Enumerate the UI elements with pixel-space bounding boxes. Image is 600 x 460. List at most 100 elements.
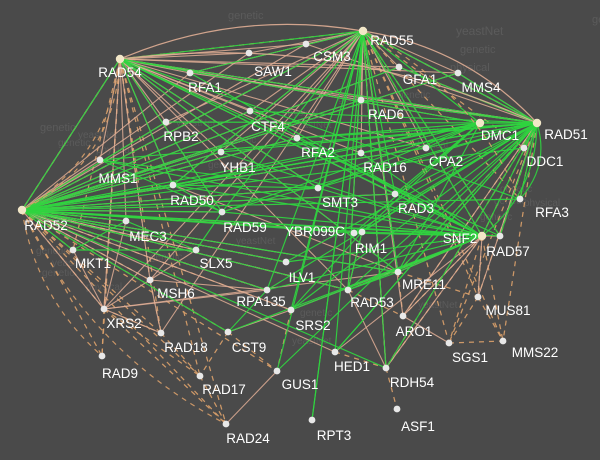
- node-label-rfa3: RFA3: [535, 205, 569, 220]
- network-node-rad51[interactable]: [532, 118, 542, 128]
- node-label-rad6: RAD6: [368, 107, 404, 122]
- network-edge: [21, 209, 74, 251]
- network-edge: [397, 122, 481, 273]
- network-edge: [119, 58, 521, 200]
- network-node-rad18[interactable]: [157, 329, 165, 337]
- network-node-rad52[interactable]: [17, 205, 27, 215]
- network-edge: [189, 72, 483, 237]
- network-edge: [353, 122, 481, 234]
- network-node-mre11[interactable]: [394, 268, 402, 276]
- network-node-asf1[interactable]: [393, 405, 401, 413]
- network-edge-arc: [481, 122, 538, 237]
- network-node-rad53[interactable]: [344, 286, 352, 294]
- network-edge: [195, 211, 223, 251]
- network-edge: [448, 296, 479, 344]
- network-edge: [119, 52, 250, 60]
- network-edge: [360, 99, 538, 124]
- network-node-rpb2[interactable]: [162, 118, 170, 126]
- network-node-rpt3[interactable]: [308, 416, 316, 424]
- node-label-rad17: RAD17: [202, 382, 246, 397]
- network-edge: [220, 30, 364, 153]
- network-edge: [149, 279, 162, 334]
- network-node-ddc1[interactable]: [520, 144, 528, 152]
- network-node-msh6[interactable]: [146, 276, 154, 284]
- network-node-rad24[interactable]: [222, 420, 230, 428]
- network-edge: [249, 110, 483, 237]
- network-node-mms4[interactable]: [454, 69, 462, 77]
- network-edge: [394, 122, 538, 195]
- network-node-mms22[interactable]: [499, 337, 507, 345]
- network-node-rad6[interactable]: [357, 96, 365, 104]
- network-edge: [362, 30, 525, 149]
- network-edge: [119, 58, 501, 237]
- network-edge: [72, 249, 105, 310]
- network-edge: [385, 122, 538, 369]
- network-edge: [72, 58, 121, 251]
- network-node-sgs1[interactable]: [445, 339, 453, 347]
- node-label-rad59: RAD59: [223, 220, 267, 235]
- network-node-dmc1[interactable]: [475, 118, 485, 128]
- network-node-csm3[interactable]: [302, 40, 310, 48]
- network-node-rim1[interactable]: [358, 228, 366, 236]
- node-label-rad52: RAD52: [24, 218, 68, 233]
- network-node-ilv1[interactable]: [282, 258, 290, 266]
- network-node-rad59[interactable]: [218, 208, 226, 216]
- network-node-smt3[interactable]: [314, 184, 322, 192]
- network-node-ctf4[interactable]: [246, 107, 254, 115]
- network-node-rad17[interactable]: [196, 372, 204, 380]
- network-edge: [397, 271, 404, 317]
- network-node-yhb1[interactable]: [217, 148, 225, 156]
- network-node-gus1[interactable]: [273, 367, 281, 375]
- network-node-rad55[interactable]: [358, 26, 368, 36]
- network-node-rad16[interactable]: [357, 149, 365, 157]
- network-node-slx5[interactable]: [192, 246, 200, 254]
- network-node-rdh54[interactable]: [382, 364, 390, 372]
- network-node-snf2[interactable]: [477, 231, 487, 241]
- node-label-layer: RAD54 RAD55 CSM3 SAW1 GFA1 MMS4 RFA1 RAD6 CTF4 DM…: [24, 33, 588, 446]
- network-node-gfa1[interactable]: [395, 63, 403, 71]
- network-node-rfa3[interactable]: [516, 195, 524, 203]
- network-edge: [119, 58, 222, 153]
- network-edge: [249, 30, 364, 112]
- network-node-rad9[interactable]: [98, 352, 106, 360]
- network-edge: [334, 235, 483, 353]
- network-node-rad50[interactable]: [169, 181, 177, 189]
- network-node-rfa2[interactable]: [293, 134, 301, 142]
- network-node-rad54[interactable]: [115, 54, 125, 64]
- network-edge: [21, 58, 121, 211]
- node-label-msh6: MSH6: [157, 286, 195, 301]
- network-node-hed1[interactable]: [331, 348, 339, 356]
- network-node-mms1[interactable]: [96, 156, 104, 164]
- network-node-srs2[interactable]: [287, 306, 295, 314]
- network-node-mus81[interactable]: [474, 293, 482, 301]
- network-node-cpa2[interactable]: [422, 144, 430, 152]
- node-label-rad54: RAD54: [98, 65, 142, 80]
- network-edge: [266, 235, 483, 291]
- network-edge: [21, 209, 387, 369]
- network-node-mkt1[interactable]: [69, 246, 77, 254]
- network-node-aro1[interactable]: [399, 312, 407, 320]
- node-label-rim1: RIM1: [355, 241, 387, 256]
- node-label-srs2: SRS2: [295, 318, 330, 333]
- network-node-rad57[interactable]: [496, 232, 504, 240]
- node-label-rad50: RAD50: [170, 193, 214, 208]
- network-edge: [276, 122, 538, 372]
- network-node-rad3[interactable]: [391, 190, 399, 198]
- network-edge: [21, 30, 364, 211]
- network-edge: [119, 58, 319, 189]
- node-label-ctf4: CTF4: [251, 119, 285, 134]
- network-edge: [21, 209, 229, 333]
- network-node-ybr099c[interactable]: [350, 229, 358, 237]
- network-node-cst9[interactable]: [224, 328, 232, 336]
- network-edge: [334, 122, 538, 353]
- network-node-rfa1[interactable]: [186, 69, 194, 77]
- network-node-saw1[interactable]: [245, 49, 253, 57]
- network-edge: [189, 30, 364, 74]
- network-edge: [21, 137, 298, 211]
- network-node-xrs2[interactable]: [100, 305, 108, 313]
- network-node-rpa135[interactable]: [263, 286, 271, 294]
- network-edge: [360, 122, 538, 154]
- network-edge: [21, 209, 201, 377]
- node-label-rpb2: RPB2: [163, 129, 198, 144]
- network-node-mec3[interactable]: [122, 217, 130, 225]
